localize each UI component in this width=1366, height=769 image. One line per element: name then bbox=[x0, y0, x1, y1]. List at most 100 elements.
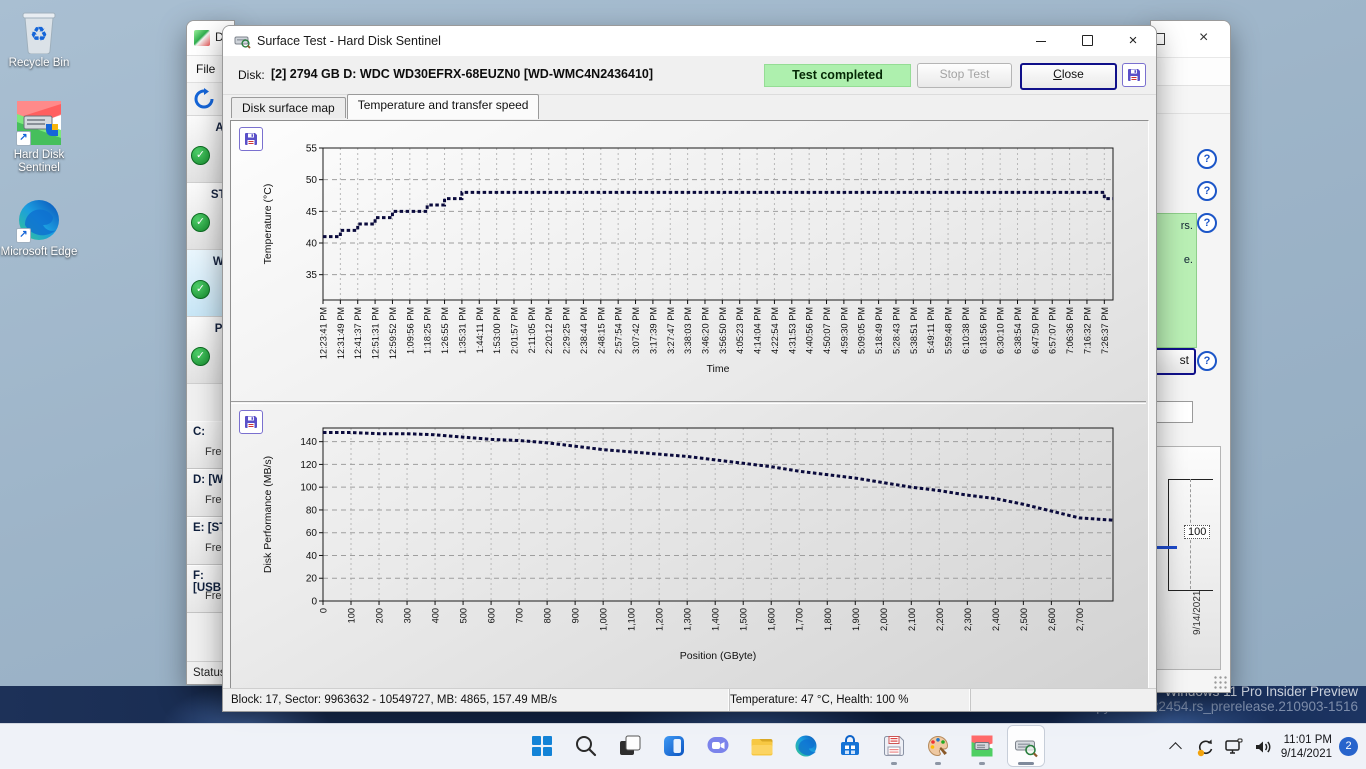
tab-disk-surface-map[interactable]: Disk surface map bbox=[231, 97, 346, 119]
drive-free-space: Fre bbox=[205, 446, 222, 458]
dialog-textfield[interactable] bbox=[1151, 401, 1193, 423]
test-status-badge: Test completed bbox=[764, 64, 911, 87]
health-ok-icon: ✓ bbox=[191, 347, 210, 366]
svg-text:2,100: 2,100 bbox=[907, 608, 917, 631]
taskbar: 11:01 PM 9/14/2021 2 bbox=[0, 723, 1366, 769]
svg-text:Time: Time bbox=[707, 363, 730, 375]
svg-text:2,400: 2,400 bbox=[991, 608, 1001, 631]
taskbar-edge-icon[interactable] bbox=[788, 726, 824, 766]
svg-text:1:35:31 PM: 1:35:31 PM bbox=[457, 307, 467, 354]
svg-text:6:57:07 PM: 6:57:07 PM bbox=[1048, 307, 1058, 354]
svg-text:2:57:54 PM: 2:57:54 PM bbox=[614, 307, 624, 354]
recycle-bin-icon: ♻ bbox=[16, 8, 62, 55]
svg-text:Temperature (°C): Temperature (°C) bbox=[262, 184, 274, 265]
surface-test-titlebar[interactable]: Surface Test - Hard Disk Sentinel × bbox=[223, 26, 1156, 56]
svg-text:2,600: 2,600 bbox=[1047, 608, 1057, 631]
svg-text:140: 140 bbox=[300, 437, 317, 448]
temperature-chart: 35 40 45 50 55 12:23:41 PM 12:31:49 PM 12:41:37… bbox=[235, 121, 1140, 404]
svg-text:4:59:30 PM: 4:59:30 PM bbox=[839, 307, 849, 354]
close-icon[interactable]: × bbox=[1199, 29, 1209, 46]
taskbar-search-icon[interactable] bbox=[568, 726, 604, 766]
close-test-button[interactable]: Close bbox=[1020, 63, 1117, 90]
running-indicator bbox=[1018, 762, 1034, 765]
taskbar-start-icon[interactable] bbox=[524, 726, 560, 766]
svg-text:120: 120 bbox=[300, 460, 317, 471]
help-icon[interactable]: ? bbox=[1197, 181, 1217, 201]
surface-test-app-icon bbox=[234, 33, 251, 54]
running-indicator bbox=[979, 762, 985, 765]
notification-badge[interactable]: 2 bbox=[1339, 737, 1358, 756]
taskbar-store-icon[interactable] bbox=[832, 726, 868, 766]
svg-text:1,600: 1,600 bbox=[767, 608, 777, 631]
tray-clock[interactable]: 11:01 PM 9/14/2021 bbox=[1281, 733, 1332, 761]
desktop-icon-recycle-bin[interactable]: ♻ Recycle Bin bbox=[0, 8, 78, 70]
edge-icon: ↗ bbox=[16, 197, 62, 243]
tray-network-icon[interactable] bbox=[1223, 736, 1245, 758]
svg-text:5:38:51 PM: 5:38:51 PM bbox=[909, 307, 919, 354]
tray-update-icon[interactable] bbox=[1194, 736, 1216, 758]
save-performance-chart-button[interactable] bbox=[239, 410, 263, 434]
help-icon[interactable]: ? bbox=[1197, 351, 1217, 371]
svg-text:4:31:53 PM: 4:31:53 PM bbox=[787, 307, 797, 354]
minimize-button[interactable] bbox=[1018, 26, 1064, 56]
taskbar-hds-app-icon[interactable] bbox=[964, 726, 1000, 766]
svg-text:1:53:00 PM: 1:53:00 PM bbox=[492, 307, 502, 354]
tray-volume-icon[interactable] bbox=[1252, 736, 1274, 758]
svg-text:7:26:37 PM: 7:26:37 PM bbox=[1100, 307, 1110, 354]
shortcut-arrow-icon: ↗ bbox=[16, 131, 31, 146]
svg-text:4:14:04 PM: 4:14:04 PM bbox=[753, 307, 763, 354]
stop-test-button[interactable]: Stop Test bbox=[917, 63, 1012, 88]
svg-text:0: 0 bbox=[319, 608, 329, 613]
svg-text:100: 100 bbox=[347, 608, 357, 623]
svg-text:Position (GByte): Position (GByte) bbox=[680, 650, 756, 662]
taskbar-floppy-app-icon[interactable] bbox=[876, 726, 912, 766]
taskbar-paint-app-icon[interactable] bbox=[920, 726, 956, 766]
svg-text:3:07:42 PM: 3:07:42 PM bbox=[631, 307, 641, 354]
svg-text:40: 40 bbox=[306, 239, 318, 250]
save-temperature-chart-button[interactable] bbox=[239, 127, 263, 151]
svg-text:7:06:36 PM: 7:06:36 PM bbox=[1065, 307, 1075, 354]
close-button[interactable]: × bbox=[1128, 32, 1138, 49]
running-indicator bbox=[935, 762, 941, 765]
tab-temperature-and-transfer-speed[interactable]: Temperature and transfer speed bbox=[346, 94, 540, 119]
taskbar-file-explorer-icon[interactable] bbox=[744, 726, 780, 766]
svg-text:2:38:44 PM: 2:38:44 PM bbox=[579, 307, 589, 354]
health-ok-icon: ✓ bbox=[191, 280, 210, 299]
dialog-button-fragment[interactable]: st bbox=[1151, 348, 1196, 375]
svg-text:4:50:07 PM: 4:50:07 PM bbox=[822, 307, 832, 354]
desktop-icon-edge[interactable]: ↗ Microsoft Edge bbox=[0, 197, 78, 259]
svg-text:0: 0 bbox=[311, 597, 317, 608]
desktop-icon-label: Microsoft Edge bbox=[0, 246, 78, 258]
tray-time: 11:01 PM bbox=[1283, 733, 1332, 746]
window-title: Surface Test - Hard Disk Sentinel bbox=[257, 34, 441, 48]
svg-text:1,700: 1,700 bbox=[795, 608, 805, 631]
taskbar-surface-test-app-icon[interactable] bbox=[1008, 726, 1044, 766]
running-indicator bbox=[891, 762, 897, 765]
performance-chart: 0 20 40 60 80 100 120 140 0 100 200 300 400 500 600 700… bbox=[235, 404, 1140, 693]
svg-text:12:59:52 PM: 12:59:52 PM bbox=[388, 307, 398, 359]
taskbar-chat-icon[interactable] bbox=[700, 726, 736, 766]
mini-health-chart: 100 9/14/2021 bbox=[1153, 446, 1221, 670]
tray-chevron-icon[interactable] bbox=[1165, 736, 1187, 758]
maximize-button[interactable] bbox=[1064, 26, 1110, 56]
taskbar-task-view-icon[interactable] bbox=[612, 726, 648, 766]
svg-text:2:29:25 PM: 2:29:25 PM bbox=[562, 307, 572, 354]
taskbar-widgets-icon[interactable] bbox=[656, 726, 692, 766]
refresh-icon[interactable] bbox=[193, 88, 215, 110]
help-icon[interactable]: ? bbox=[1197, 213, 1217, 233]
hds-app-icon bbox=[194, 30, 210, 46]
desktop-icon-hds[interactable]: ↗ Hard Disk Sentinel bbox=[0, 100, 78, 175]
svg-text:♻: ♻ bbox=[30, 24, 48, 46]
resize-grip[interactable] bbox=[1213, 675, 1227, 689]
svg-text:6:18:56 PM: 6:18:56 PM bbox=[978, 307, 988, 354]
svg-text:1,400: 1,400 bbox=[711, 608, 721, 631]
svg-text:2,700: 2,700 bbox=[1075, 608, 1085, 631]
svg-text:2,000: 2,000 bbox=[879, 608, 889, 631]
save-report-button[interactable] bbox=[1122, 63, 1146, 87]
svg-text:6:10:38 PM: 6:10:38 PM bbox=[961, 307, 971, 354]
svg-text:5:59:48 PM: 5:59:48 PM bbox=[944, 307, 954, 354]
health-series-line bbox=[1154, 546, 1177, 549]
svg-text:2,300: 2,300 bbox=[963, 608, 973, 631]
help-icon[interactable]: ? bbox=[1197, 149, 1217, 169]
svg-text:2,500: 2,500 bbox=[1019, 608, 1029, 631]
